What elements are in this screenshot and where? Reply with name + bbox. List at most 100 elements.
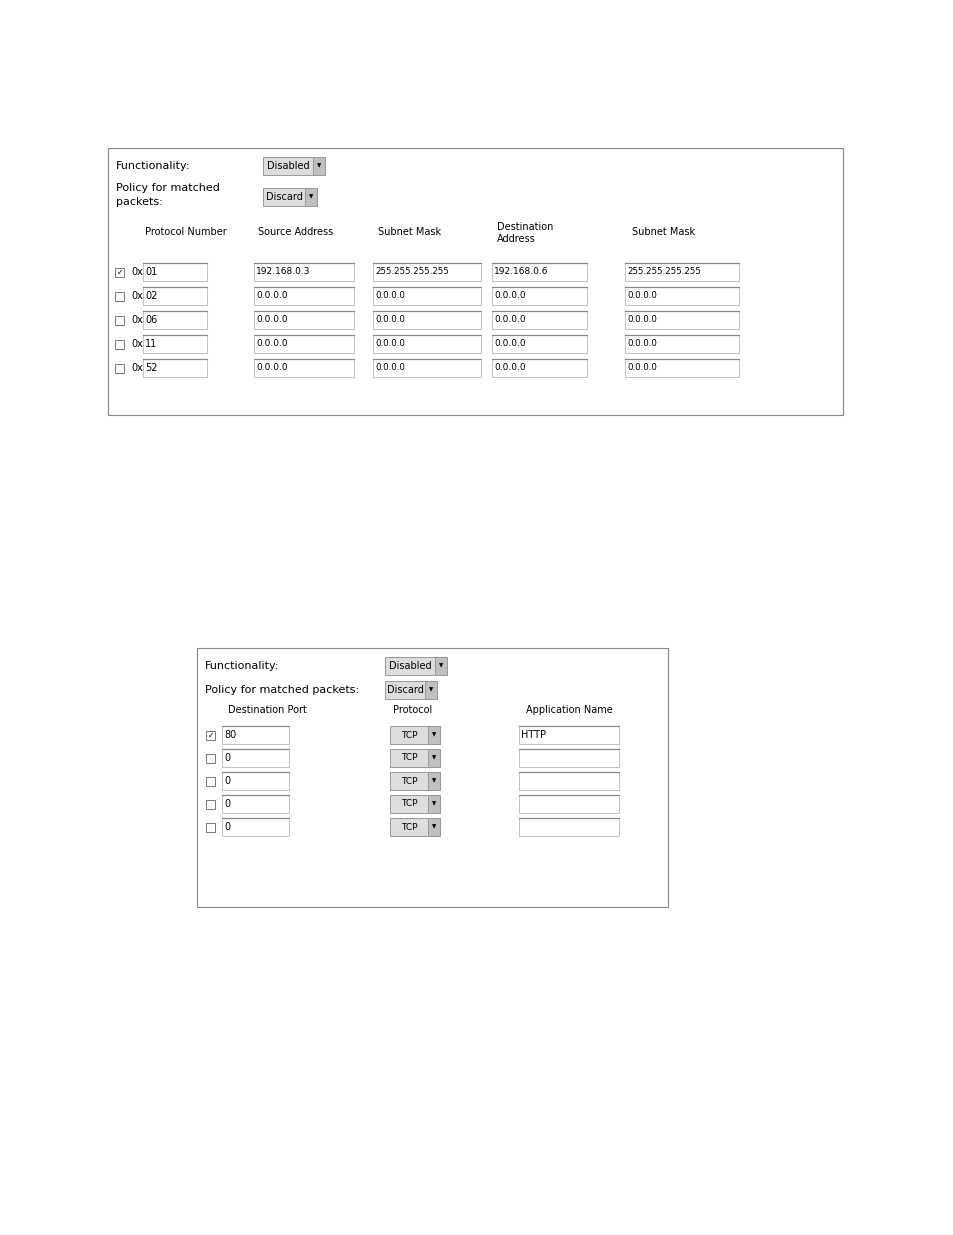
Bar	[263, 157, 325, 175]
Bar	[518, 795, 618, 813]
Text: Discard: Discard	[265, 191, 302, 203]
Bar	[492, 359, 586, 377]
Text: Destination Port: Destination Port	[228, 705, 307, 715]
Text: 0.0.0.0: 0.0.0.0	[626, 315, 657, 325]
Bar	[115, 340, 125, 348]
Bar	[428, 795, 439, 813]
Bar	[373, 263, 480, 282]
Bar	[108, 148, 842, 415]
Text: Destination: Destination	[497, 222, 553, 232]
Bar	[428, 818, 439, 836]
Bar	[428, 748, 439, 767]
Text: Disabled: Disabled	[388, 661, 431, 671]
Bar	[424, 680, 436, 699]
Text: Policy for matched: Policy for matched	[116, 183, 219, 193]
Bar	[143, 263, 207, 282]
Text: 0.0.0.0: 0.0.0.0	[626, 291, 657, 300]
Bar	[518, 748, 618, 767]
Bar	[222, 795, 289, 813]
Text: TCP: TCP	[400, 799, 416, 809]
Bar	[115, 268, 125, 277]
Text: Discard: Discard	[386, 685, 423, 695]
Bar	[624, 287, 739, 305]
Text: 0: 0	[224, 753, 230, 763]
Bar	[373, 359, 480, 377]
Bar	[206, 799, 215, 809]
Bar	[390, 818, 439, 836]
Text: TCP: TCP	[400, 753, 416, 762]
Bar	[206, 823, 215, 831]
Bar	[263, 188, 316, 206]
Bar	[435, 657, 447, 676]
Text: 0.0.0.0: 0.0.0.0	[255, 363, 287, 373]
Text: Policy for matched packets:: Policy for matched packets:	[205, 685, 358, 695]
Bar	[143, 311, 207, 329]
Bar	[305, 188, 316, 206]
Text: 0: 0	[224, 799, 230, 809]
Text: 0.0.0.0: 0.0.0.0	[494, 315, 525, 325]
Bar	[373, 287, 480, 305]
Text: ▼: ▼	[432, 756, 436, 761]
Text: TCP: TCP	[400, 730, 416, 740]
Text: 0.0.0.0: 0.0.0.0	[255, 315, 287, 325]
Text: TCP: TCP	[400, 823, 416, 831]
Text: Subnet Mask: Subnet Mask	[377, 227, 440, 237]
Text: ▼: ▼	[432, 732, 436, 737]
Bar	[624, 335, 739, 353]
Bar	[373, 335, 480, 353]
Bar	[115, 363, 125, 373]
Text: Address: Address	[497, 233, 536, 245]
Text: 0.0.0.0: 0.0.0.0	[255, 340, 287, 348]
Text: 0.0.0.0: 0.0.0.0	[255, 291, 287, 300]
Bar	[385, 680, 436, 699]
Text: 0.0.0.0: 0.0.0.0	[494, 291, 525, 300]
Text: 0.0.0.0: 0.0.0.0	[375, 340, 404, 348]
Bar	[206, 753, 215, 762]
Text: 52: 52	[145, 363, 157, 373]
Text: ▼: ▼	[432, 825, 436, 830]
Text: ✓: ✓	[208, 730, 214, 740]
Bar	[624, 263, 739, 282]
Text: 06: 06	[145, 315, 157, 325]
Text: ▼: ▼	[429, 688, 433, 693]
Text: 192.168.0.6: 192.168.0.6	[494, 268, 548, 277]
Text: 0.0.0.0: 0.0.0.0	[375, 315, 404, 325]
Text: HTTP: HTTP	[520, 730, 545, 740]
Bar	[253, 359, 354, 377]
Text: ✓: ✓	[116, 268, 123, 277]
Bar	[390, 748, 439, 767]
Text: 11: 11	[145, 338, 157, 350]
Bar	[518, 726, 618, 743]
Text: Source Address: Source Address	[257, 227, 333, 237]
Bar	[143, 335, 207, 353]
Bar	[373, 311, 480, 329]
Text: TCP: TCP	[400, 777, 416, 785]
Bar	[428, 726, 439, 743]
Bar	[206, 777, 215, 785]
Text: 02: 02	[145, 291, 157, 301]
Bar	[624, 311, 739, 329]
Text: Protocol: Protocol	[393, 705, 432, 715]
Text: 0x: 0x	[131, 363, 143, 373]
Text: packets:: packets:	[116, 198, 163, 207]
Text: ▼: ▼	[309, 194, 313, 200]
Bar	[222, 748, 289, 767]
Bar	[492, 287, 586, 305]
Text: Disabled: Disabled	[267, 161, 309, 170]
Text: 0x: 0x	[131, 291, 143, 301]
Text: 0.0.0.0: 0.0.0.0	[494, 340, 525, 348]
Text: 0x: 0x	[131, 315, 143, 325]
Text: 0x: 0x	[131, 267, 143, 277]
Text: 80: 80	[224, 730, 236, 740]
Text: 0.0.0.0: 0.0.0.0	[375, 363, 404, 373]
Text: Protocol Number: Protocol Number	[145, 227, 227, 237]
Bar	[196, 648, 667, 906]
Bar	[253, 335, 354, 353]
Text: Functionality:: Functionality:	[205, 661, 279, 671]
Text: Functionality:: Functionality:	[116, 161, 191, 170]
Text: 255.255.255.255: 255.255.255.255	[626, 268, 700, 277]
Bar	[115, 315, 125, 325]
Text: 0.0.0.0: 0.0.0.0	[494, 363, 525, 373]
Text: 01: 01	[145, 267, 157, 277]
Text: 0.0.0.0: 0.0.0.0	[626, 363, 657, 373]
